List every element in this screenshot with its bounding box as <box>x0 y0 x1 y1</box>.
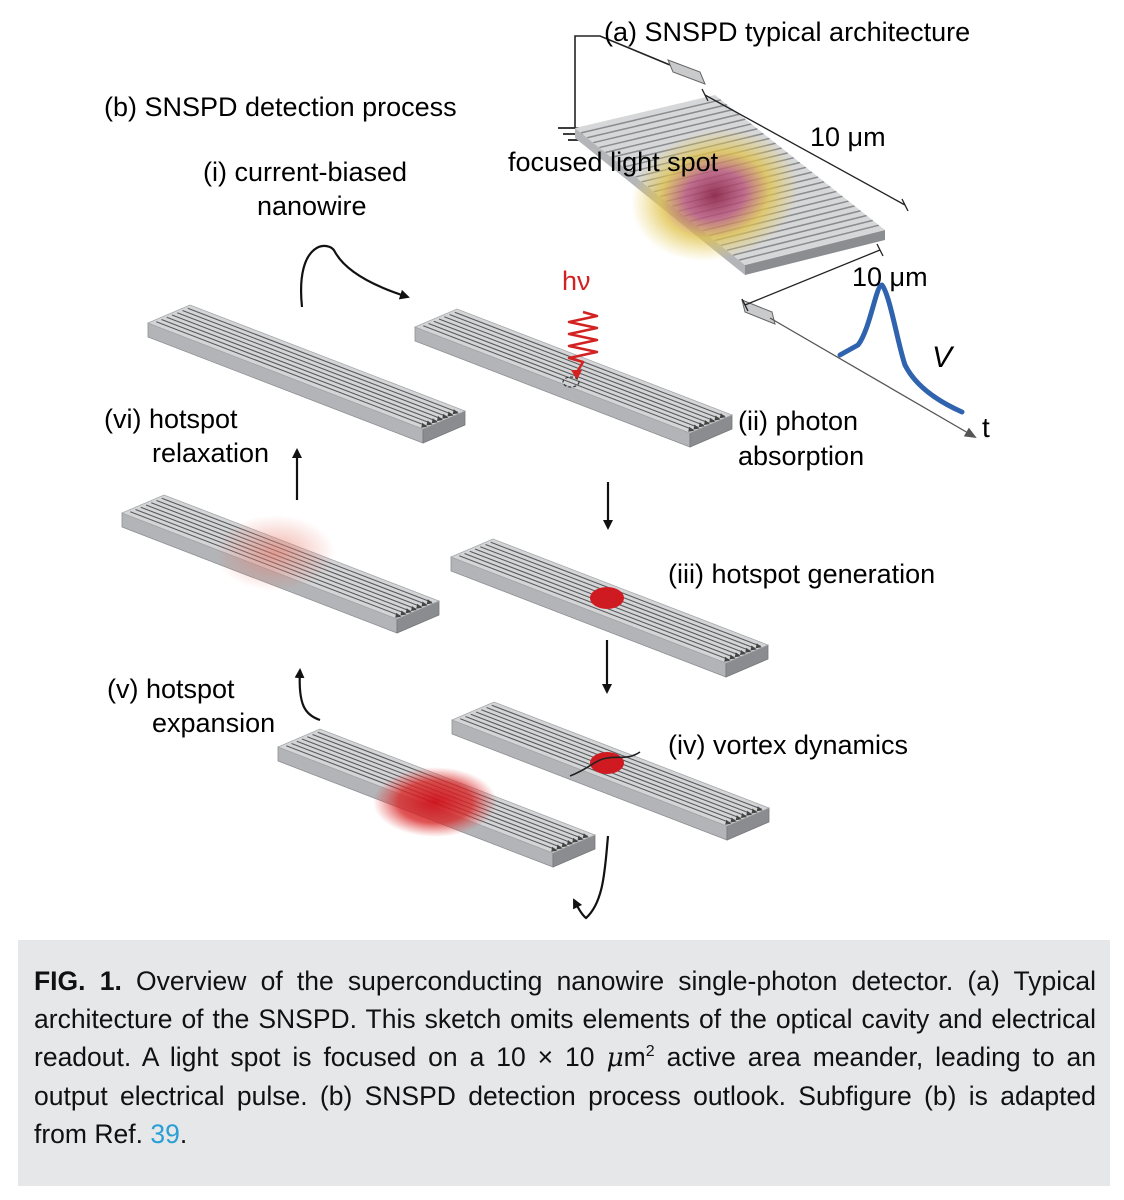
time-label: t <box>982 412 990 443</box>
hotspot-dot <box>590 587 624 609</box>
voltage-label: V <box>932 341 955 374</box>
caption-end: . <box>179 1119 188 1149</box>
step-ii-line1: (ii) photon <box>738 406 858 436</box>
caption-mu: μ <box>606 1042 624 1073</box>
vortex-hotspot <box>569 751 641 777</box>
hotspot-relaxation <box>215 515 335 591</box>
width-label: 10 μm <box>810 122 886 152</box>
caption-ref-link[interactable]: 39 <box>150 1119 180 1149</box>
step-vi-line2: relaxation <box>152 438 269 468</box>
dimension-lines <box>701 88 977 439</box>
caption-part1: Overview of the superconducting nanowire… <box>34 966 1096 1072</box>
light-spot <box>616 111 814 279</box>
step-labels: (i) current-biased nanowire (ii) photon … <box>104 157 935 760</box>
caption-box <box>18 940 1110 1186</box>
step-v-line1: (v) hotspot <box>107 674 235 704</box>
step-iii: (iii) hotspot generation <box>668 559 935 589</box>
process-arrows <box>292 244 613 920</box>
photon-label: hν <box>562 266 591 296</box>
hotspot-expansion <box>373 767 497 837</box>
caption-part2: active area meander, leading to an outpu… <box>34 1042 1096 1149</box>
caption-sup: 2 <box>645 1043 655 1061</box>
label-a: (a) SNSPD typical architecture <box>604 17 970 47</box>
light-spot-label: focused light spot <box>508 147 719 177</box>
architecture-panel: (a) SNSPD typical architecture focused l… <box>508 17 990 443</box>
figure-caption: FIG. 1. Overview of the superconducting … <box>34 962 1096 1153</box>
voltage-pulse <box>837 282 965 415</box>
step-iv: (iv) vortex dynamics <box>668 730 908 760</box>
nanowire-bar-i <box>146 304 467 444</box>
caption-unit: m <box>623 1042 646 1072</box>
step-ii-line2: absorption <box>738 441 864 471</box>
caption-fig-label: FIG. 1. <box>34 966 122 996</box>
snspd-figure: (a) SNSPD typical architecture focused l… <box>104 17 990 920</box>
step-v-line2: expansion <box>152 708 275 738</box>
step-vi-line1: (vi) hotspot <box>104 404 238 434</box>
step-i-line1: (i) current-biased <box>203 157 407 187</box>
height-label: 10 μm <box>852 262 928 292</box>
step-i-line2: nanowire <box>257 191 367 221</box>
label-b: (b) SNSPD detection process <box>104 92 457 122</box>
photon-icon <box>562 310 599 388</box>
